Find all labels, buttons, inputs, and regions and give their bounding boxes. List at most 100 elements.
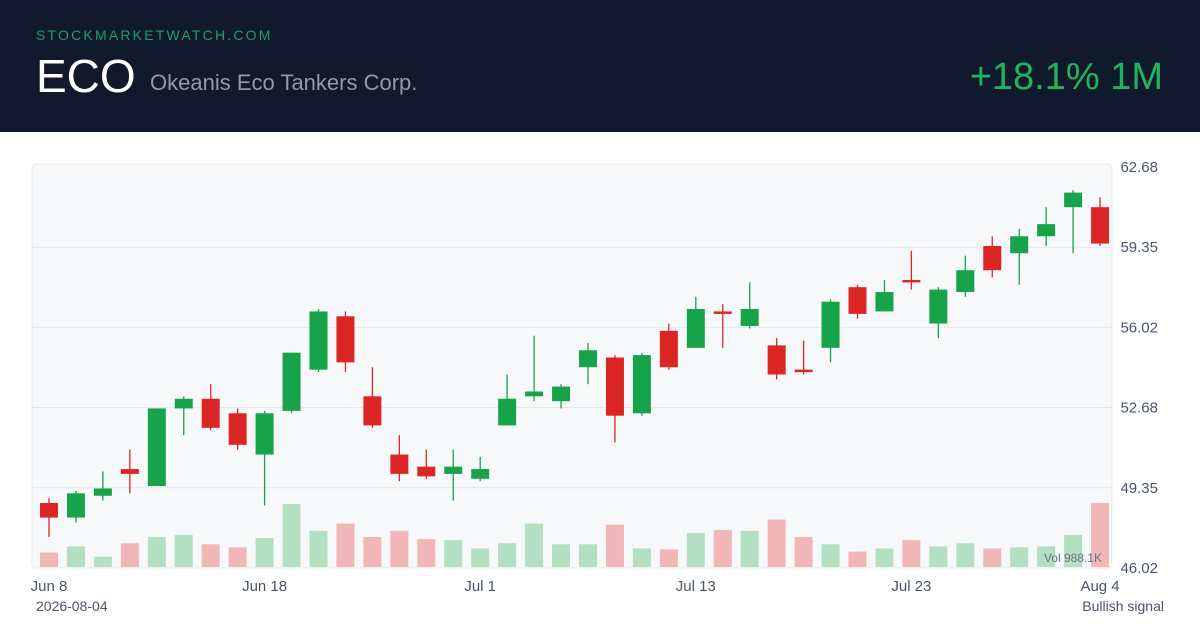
candle-body — [282, 352, 301, 411]
candle-body — [498, 398, 517, 426]
chart-date: 2026-08-04 — [36, 598, 108, 614]
volume-bar — [525, 523, 544, 567]
x-tick-label: Jul 23 — [891, 578, 931, 595]
candle-body — [147, 408, 166, 487]
volume-bar — [632, 548, 651, 567]
candle-body — [174, 398, 193, 409]
volume-bar — [93, 556, 112, 567]
candle-body — [875, 292, 894, 312]
candle-body — [579, 350, 597, 368]
candle-body — [605, 357, 624, 416]
candle-body — [66, 493, 85, 518]
volume-bar — [875, 548, 894, 567]
candle-body — [821, 301, 840, 348]
candle-body — [713, 311, 732, 314]
volume-bar — [471, 548, 490, 567]
candle-body — [632, 355, 651, 414]
x-tick-label: Aug 4 — [1080, 578, 1119, 595]
volume-bar — [956, 543, 975, 567]
y-tick-label: 62.68 — [1120, 159, 1158, 176]
candle-body — [1010, 236, 1029, 254]
volume-bar — [713, 529, 732, 567]
candle-body — [956, 270, 975, 293]
candle-body — [444, 466, 463, 474]
y-tick-label: 59.35 — [1120, 239, 1158, 256]
candle-body — [929, 289, 948, 324]
volume-bar — [579, 544, 597, 567]
candle-body — [201, 398, 220, 428]
volume-bar — [444, 540, 463, 567]
volume-bar — [1010, 547, 1029, 567]
volume-bar — [929, 546, 948, 567]
volume-bar — [848, 551, 867, 567]
candle-body — [255, 413, 274, 455]
volume-bar — [1037, 546, 1056, 567]
volume-bar — [498, 543, 517, 567]
candle-body — [228, 413, 247, 445]
volume-bar — [40, 552, 58, 567]
volume-bar — [66, 546, 85, 567]
candle-body — [363, 396, 382, 426]
candle-body — [417, 466, 436, 477]
volume-bar — [821, 544, 840, 567]
candle-body — [1037, 224, 1056, 237]
site-name[interactable]: STOCKMARKETWATCH.COM — [36, 27, 273, 43]
candle-body — [902, 279, 921, 283]
candle-body — [390, 454, 409, 474]
price-change: +18.1% 1M — [969, 56, 1163, 98]
candle-body — [767, 345, 786, 375]
candle-body — [552, 386, 571, 402]
volume-bar — [686, 532, 705, 567]
candle-body — [794, 369, 813, 373]
plot-area — [31, 163, 1113, 569]
volume-bar — [336, 523, 355, 567]
candlestick-chart: 62.68 59.35 56.02 52.68 49.35 46.02 Jun 8 Jun 1… — [0, 132, 1200, 630]
volume-bar — [147, 537, 166, 567]
candle-body — [471, 469, 490, 479]
volume-bar — [552, 544, 571, 567]
candle-body — [686, 309, 705, 348]
candle-body — [40, 503, 58, 518]
y-tick-label: 46.02 — [1120, 560, 1158, 577]
ticker-symbol: ECO — [36, 50, 136, 102]
volume-bar — [363, 537, 382, 567]
volume-bar — [1064, 535, 1083, 567]
volume-bar — [120, 543, 139, 567]
y-tick-label: 52.68 — [1120, 400, 1158, 417]
volume-bar — [417, 539, 436, 567]
x-tick-label: Jul 13 — [676, 578, 716, 595]
volume-bar — [659, 549, 678, 567]
volume-bar — [201, 544, 220, 567]
x-tick-label: Jul 1 — [464, 578, 496, 595]
volume-bar — [255, 538, 274, 567]
candle-body — [120, 469, 139, 474]
volume-bar — [794, 537, 813, 567]
signal-label: Bullish signal — [1082, 598, 1164, 614]
header-bar: STOCKMARKETWATCH.COM ECO Okeanis Eco Tan… — [0, 0, 1200, 132]
volume-label: Vol 988.1K — [1044, 551, 1102, 565]
x-tick-label: Jun 18 — [242, 578, 287, 595]
candle-body — [336, 316, 355, 363]
company-name: Okeanis Eco Tankers Corp. — [150, 70, 418, 95]
volume-bar — [228, 547, 247, 567]
volume-bar — [983, 548, 1002, 567]
volume-bar — [174, 535, 193, 567]
y-tick-label: 49.35 — [1120, 480, 1158, 497]
volume-bar — [1091, 503, 1110, 567]
y-tick-label: 56.02 — [1120, 319, 1158, 336]
candle-body — [93, 488, 112, 496]
candle-body — [983, 245, 1002, 271]
candle-body — [740, 309, 759, 326]
volume-bar — [390, 530, 409, 567]
volume-bar — [902, 540, 921, 567]
volume-bar — [309, 530, 328, 567]
candle-body — [1091, 207, 1110, 244]
x-tick-label: Jun 8 — [31, 578, 68, 595]
candle-body — [659, 330, 678, 368]
volume-bar — [767, 519, 786, 567]
chart-svg: 62.68 59.35 56.02 52.68 49.35 46.02 Jun 8 Jun 1… — [31, 159, 1158, 595]
candle-body — [1064, 192, 1083, 208]
candle-body — [848, 287, 867, 314]
candle-body — [309, 311, 328, 370]
volume-bar — [740, 530, 759, 567]
